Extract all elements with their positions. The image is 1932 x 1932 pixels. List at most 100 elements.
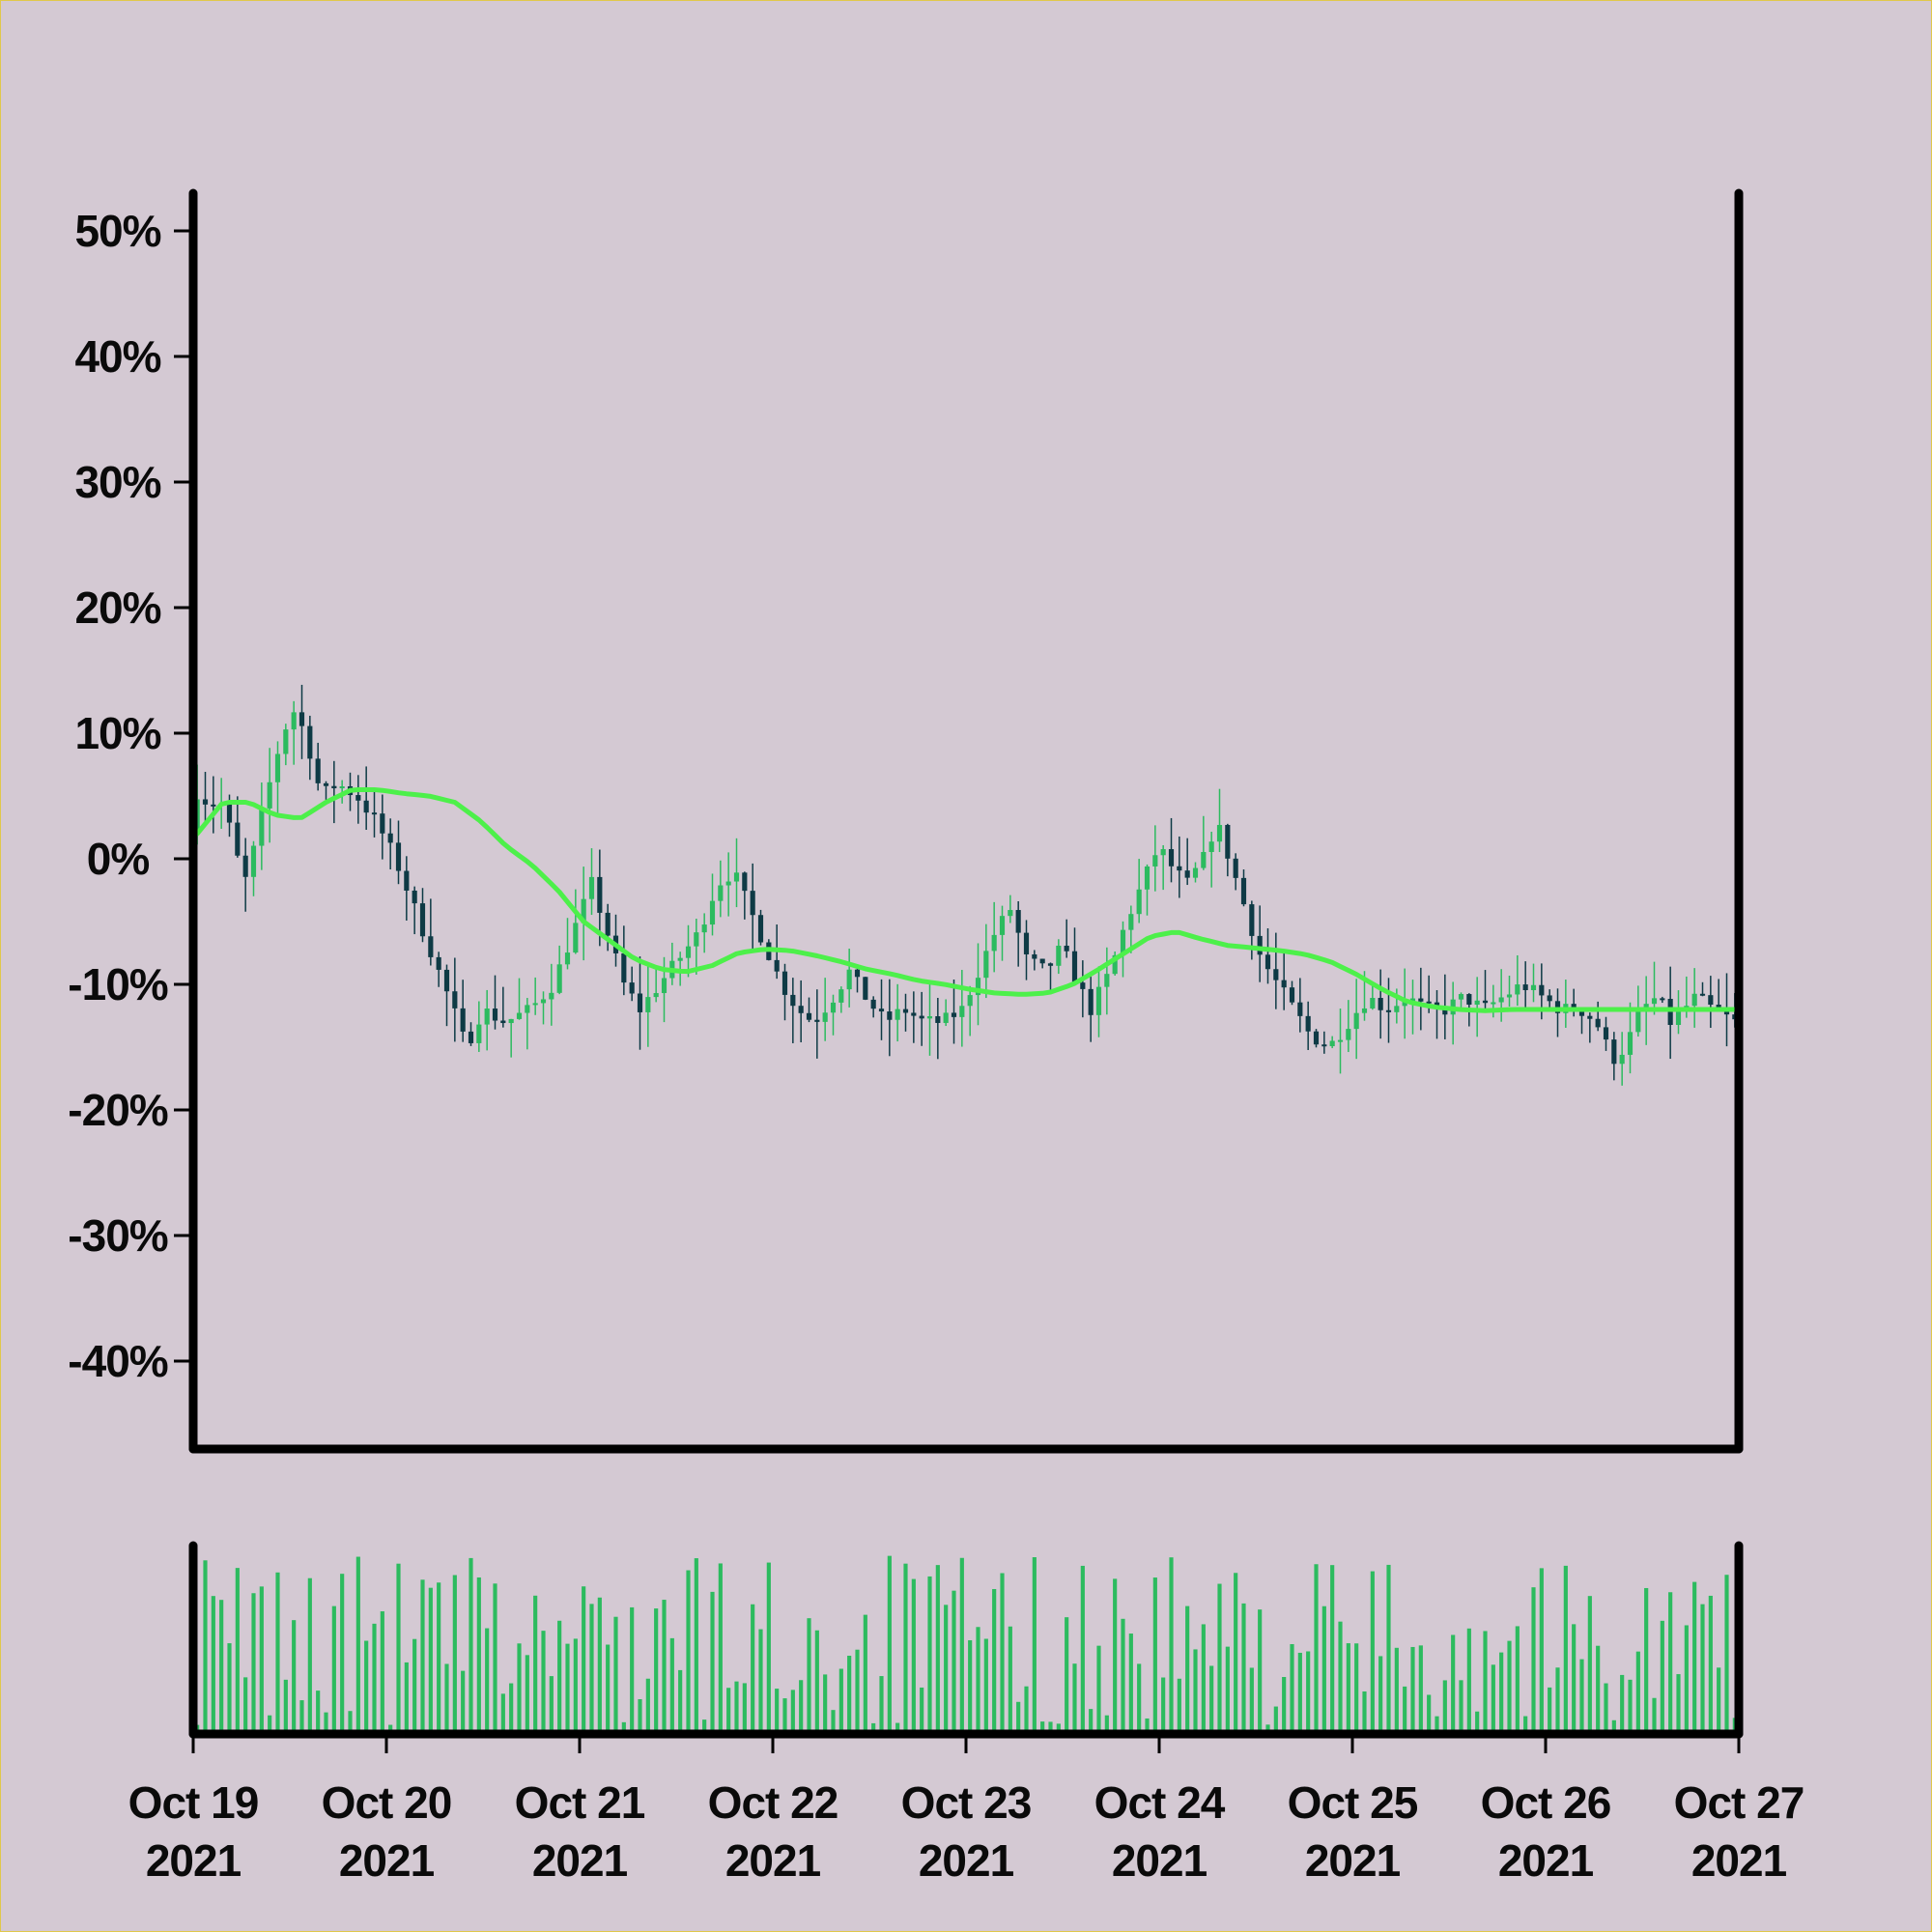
volume-bars-layer	[195, 1555, 1737, 1734]
candle-body	[1257, 935, 1263, 955]
candle-body	[1506, 994, 1513, 998]
candle-body	[1168, 849, 1175, 867]
candle-body	[1177, 866, 1182, 871]
volume-bar	[758, 1629, 763, 1734]
volume-bar	[331, 1605, 336, 1734]
volume-bar	[1515, 1626, 1520, 1734]
volume-bar	[799, 1680, 804, 1734]
candle-body	[926, 1016, 933, 1019]
x-tick-label-year: 2021	[725, 1835, 821, 1886]
candle-body	[1434, 1002, 1440, 1007]
volume-bar	[1193, 1649, 1198, 1734]
volume-bar	[1113, 1578, 1118, 1734]
y-tick-label: 0%	[87, 834, 150, 884]
volume-bar	[621, 1721, 626, 1734]
volume-bar	[1483, 1631, 1488, 1734]
candle-body	[1691, 993, 1697, 1007]
volume-bar	[1717, 1667, 1721, 1734]
volume-bar	[1572, 1624, 1577, 1734]
candle-body	[1578, 1011, 1585, 1016]
candle-body	[951, 1012, 957, 1017]
volume-bar	[887, 1555, 892, 1734]
candle-body	[1184, 870, 1190, 878]
volume-bar	[1032, 1557, 1037, 1734]
candle-body	[1547, 995, 1552, 1002]
candle-body	[1047, 963, 1054, 966]
candle-body	[508, 1018, 514, 1024]
volume-bar	[952, 1590, 956, 1734]
candle-body	[556, 964, 562, 993]
volume-bar	[1596, 1645, 1601, 1734]
volume-bar	[814, 1630, 819, 1734]
volume-bar	[1089, 1709, 1094, 1734]
candle-body	[363, 800, 369, 813]
volume-bar	[638, 1699, 642, 1734]
volume-bar	[461, 1670, 466, 1734]
volume-bar	[1684, 1625, 1689, 1734]
candle-body	[267, 781, 272, 809]
x-tick-label-date: Oct 19	[128, 1777, 259, 1828]
candle-body	[991, 934, 997, 952]
volume-bar	[879, 1676, 884, 1734]
candle-body	[1208, 841, 1214, 853]
volume-bar	[549, 1676, 554, 1734]
volume-bar	[1692, 1581, 1697, 1734]
volume-bar	[742, 1683, 747, 1734]
candle-body	[1458, 994, 1464, 1000]
y-tick-label: -20%	[68, 1085, 167, 1135]
volume-bar	[1234, 1573, 1238, 1734]
candle-body	[854, 969, 861, 978]
volume-bar	[1290, 1644, 1294, 1734]
candle-body	[1409, 998, 1416, 1002]
volume-bar	[903, 1563, 908, 1734]
volume-bar	[1451, 1634, 1456, 1734]
volume-bar	[1611, 1719, 1616, 1734]
volume-bar	[589, 1604, 594, 1734]
candle-body	[1667, 999, 1673, 1025]
volume-bar	[1418, 1645, 1423, 1734]
candle-body	[1056, 945, 1062, 966]
candle-body	[1394, 1006, 1400, 1012]
y-tick-label: 50%	[74, 206, 160, 256]
candle-body	[685, 946, 692, 958]
volume-bar	[396, 1563, 401, 1734]
volume-bar	[992, 1588, 997, 1734]
volume-bar	[1169, 1557, 1174, 1734]
volume-bar	[1507, 1640, 1512, 1734]
volume-bar	[983, 1638, 988, 1734]
volume-bar	[1185, 1605, 1190, 1734]
volume-bar	[355, 1556, 360, 1734]
candle-body	[581, 898, 586, 923]
volume-bar	[219, 1600, 224, 1734]
candle-body	[1160, 849, 1166, 856]
volume-bar	[766, 1562, 771, 1734]
candle-body	[1249, 904, 1255, 936]
volume-bar	[1579, 1659, 1584, 1734]
candle-body	[1603, 1027, 1609, 1040]
y-tick-label: 20%	[74, 582, 160, 633]
candle-body	[404, 870, 410, 891]
volume-bar	[1016, 1701, 1021, 1734]
volume-bar	[235, 1568, 240, 1734]
volume-bar	[1346, 1643, 1350, 1734]
volume-bar	[1652, 1697, 1657, 1734]
volume-bar	[1321, 1605, 1326, 1734]
candle-body	[621, 952, 627, 983]
candle-body	[806, 1012, 812, 1020]
candle-body	[1023, 932, 1030, 954]
volume-bar	[645, 1678, 650, 1734]
candle-body	[1482, 1000, 1489, 1004]
x-tick-label-year: 2021	[1112, 1835, 1208, 1886]
candle-body	[1723, 1009, 1730, 1015]
candle-body	[725, 881, 731, 886]
candle-body	[1402, 1001, 1407, 1007]
volume-bar	[694, 1558, 698, 1734]
volume-bar	[476, 1577, 481, 1734]
volume-bar	[1548, 1687, 1552, 1734]
x-tick-label-date: Oct 21	[515, 1777, 645, 1828]
candle-body	[339, 786, 345, 789]
candle-body	[1619, 1054, 1625, 1065]
candle-body	[1144, 866, 1151, 890]
volume-bar	[469, 1557, 473, 1734]
candle-body	[1361, 1008, 1368, 1013]
